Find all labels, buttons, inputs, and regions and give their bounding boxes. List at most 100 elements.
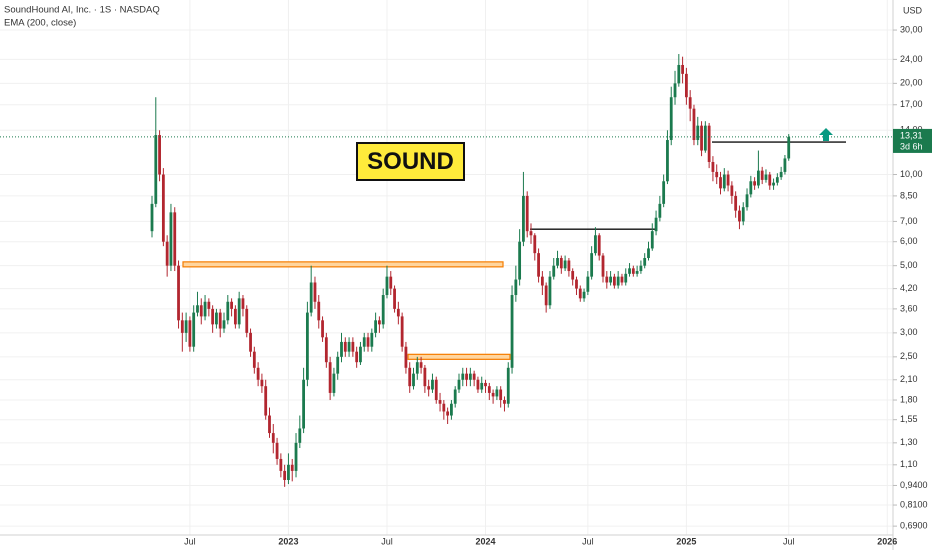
- candle-body: [635, 271, 639, 274]
- candle-body: [313, 282, 317, 302]
- candle-body: [487, 386, 491, 393]
- y-tick-label: 3,60: [900, 303, 918, 313]
- candle-body: [412, 373, 415, 387]
- y-tick-label: 2,10: [900, 374, 918, 384]
- candle-body: [305, 312, 309, 380]
- candle-body: [385, 276, 389, 296]
- candle-body: [150, 203, 154, 232]
- candle-body: [495, 389, 499, 397]
- candle-body: [696, 125, 700, 141]
- candle-body: [324, 337, 328, 363]
- candle-body: [681, 64, 684, 74]
- candle-body: [279, 458, 283, 471]
- candle-body: [468, 373, 472, 380]
- candle-body: [772, 182, 775, 186]
- candle-body: [442, 403, 446, 412]
- candle-body: [552, 265, 556, 277]
- candle-body: [616, 276, 620, 286]
- candle-body: [533, 235, 537, 254]
- candle-body: [666, 140, 669, 182]
- candle-body: [525, 195, 529, 232]
- candle-body: [298, 428, 302, 443]
- candle-body: [582, 291, 586, 299]
- last-price-label: 13,31: [900, 130, 923, 140]
- candle-body: [544, 285, 548, 306]
- candle-body: [567, 260, 571, 272]
- y-tick-label: 5,00: [900, 260, 918, 270]
- candle-body: [378, 320, 381, 325]
- candle-body: [753, 181, 757, 186]
- candle-body: [597, 235, 601, 256]
- candle-body: [480, 382, 484, 390]
- candle-body: [662, 181, 666, 204]
- candle-body: [590, 253, 594, 277]
- candle-body: [453, 389, 457, 404]
- candle-body: [154, 135, 158, 204]
- y-tick-label: 2,50: [900, 351, 918, 361]
- candle-body: [624, 273, 628, 283]
- candle-body: [431, 379, 434, 390]
- candle-body: [226, 301, 230, 321]
- y-tick-label: 0,8100: [900, 499, 928, 509]
- candle-body: [241, 298, 245, 309]
- candle-body: [199, 305, 203, 317]
- candle-body: [184, 320, 188, 333]
- candle-body: [609, 276, 612, 283]
- y-tick-label: 30,00: [900, 24, 923, 34]
- y-tick-label: 0,6900: [900, 521, 928, 531]
- candle-body: [389, 276, 393, 289]
- candle-body: [427, 386, 431, 390]
- candle-body: [484, 382, 487, 387]
- candle-body: [745, 194, 749, 208]
- candle-body: [188, 320, 192, 347]
- candle-body: [707, 125, 711, 162]
- candle-body: [639, 265, 643, 272]
- candle-body: [218, 312, 222, 329]
- candle-body: [472, 373, 476, 380]
- y-tick-label: 24,00: [900, 54, 923, 64]
- candle-body: [510, 295, 514, 368]
- x-tick-label: 2026: [877, 536, 897, 546]
- candle-body: [302, 379, 305, 429]
- candle-body: [722, 174, 726, 189]
- candle-body: [366, 337, 370, 347]
- candle-body: [222, 320, 226, 329]
- candle-body: [738, 210, 741, 222]
- candle-body: [556, 258, 559, 266]
- candle-body: [620, 276, 624, 283]
- candle-body: [643, 258, 647, 266]
- candle-body: [518, 241, 522, 280]
- candle-body: [158, 135, 161, 175]
- candle-body: [237, 298, 241, 325]
- candle-body: [586, 276, 590, 292]
- candle-body: [734, 195, 738, 211]
- candle-body: [408, 367, 412, 387]
- y-tick-label: 17,00: [900, 99, 923, 109]
- candle-body: [207, 301, 211, 309]
- candle-body: [768, 174, 772, 186]
- candle-body: [252, 351, 256, 368]
- candle-body: [715, 171, 719, 178]
- candle-body: [787, 136, 791, 159]
- badge-box: [356, 142, 465, 181]
- candle-body: [321, 320, 324, 338]
- x-tick-label: 2024: [476, 536, 496, 546]
- y-tick-label: 8,50: [900, 190, 918, 200]
- candle-body: [419, 362, 423, 368]
- candle-body: [594, 235, 597, 254]
- candle-body: [529, 231, 533, 236]
- y-tick-label: 1,55: [900, 414, 918, 424]
- last-price-tag: [893, 128, 932, 153]
- candle-body: [647, 248, 650, 259]
- candle-body: [559, 258, 563, 269]
- candle-body: [362, 337, 366, 347]
- candle-body: [438, 400, 442, 404]
- candle-body: [779, 171, 783, 178]
- candle-body: [423, 367, 427, 387]
- candle-body: [730, 185, 734, 196]
- candle-body: [374, 320, 378, 333]
- candle-body: [658, 203, 662, 218]
